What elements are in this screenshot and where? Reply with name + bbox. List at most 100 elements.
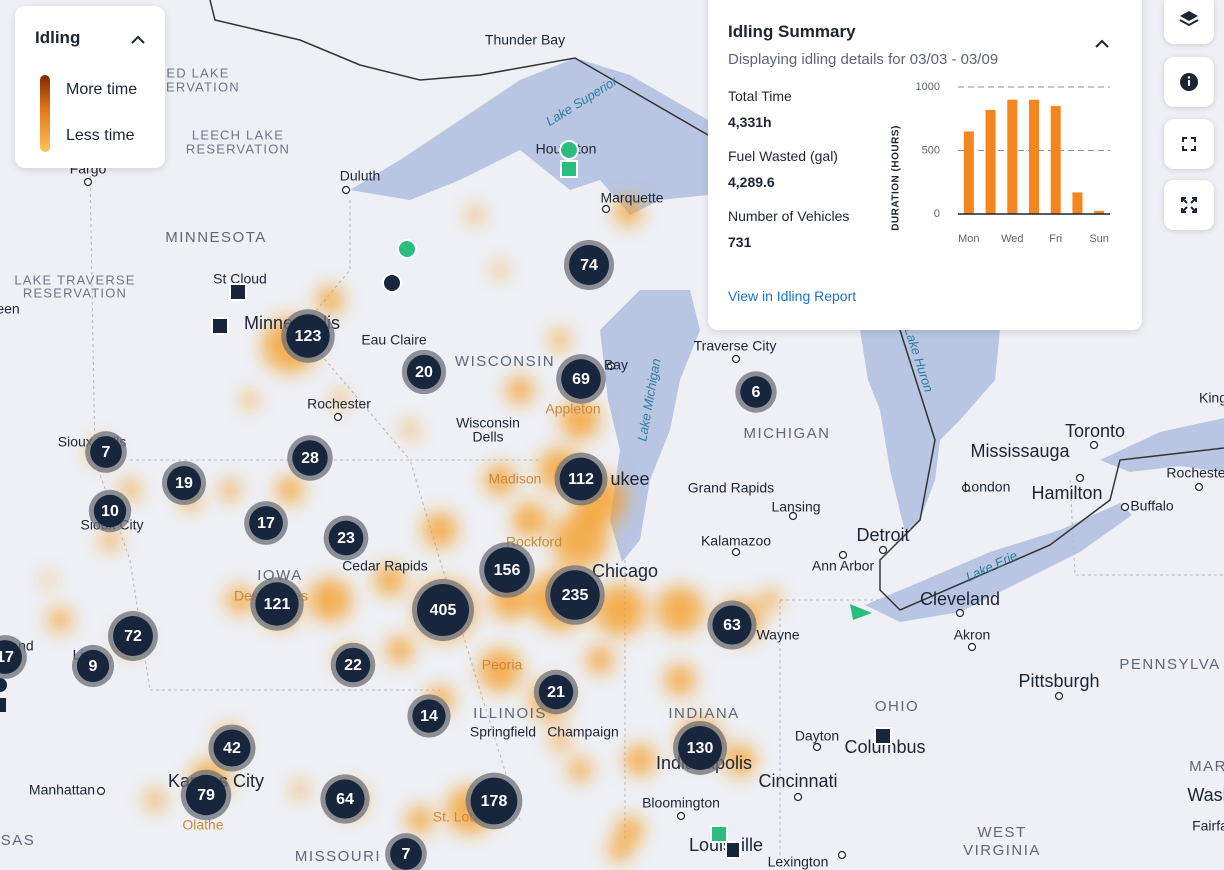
cluster-dot <box>292 440 328 476</box>
vehicle-marker[interactable] <box>710 825 728 843</box>
legend-gradient <box>40 75 50 152</box>
cluster-dot <box>255 582 299 626</box>
place-label: MISSOURI <box>295 848 381 865</box>
heat-blob <box>242 392 258 408</box>
heat-blob <box>586 646 614 674</box>
cluster[interactable]: 123 <box>281 309 335 363</box>
cluster-dot <box>550 570 600 620</box>
cluster-dot <box>166 465 202 501</box>
cluster-dot <box>417 584 469 636</box>
cluster[interactable]: 7 <box>85 431 127 473</box>
stat-value: 731 <box>728 234 752 250</box>
stat-label: Fuel Wasted (gal) <box>728 148 838 164</box>
cluster-count: 28 <box>301 450 319 467</box>
report-link[interactable]: View in Idling Report <box>728 288 857 304</box>
place-label: RESERVATION <box>186 141 290 156</box>
cluster[interactable]: 22 <box>330 642 376 688</box>
cluster[interactable]: 17 <box>0 635 27 679</box>
place-label: Columbus <box>844 737 925 757</box>
heat-blob <box>316 286 344 314</box>
vehicle-marker[interactable] <box>0 678 7 692</box>
vehicle-marker[interactable] <box>725 841 741 859</box>
cluster-count: 130 <box>687 740 714 757</box>
expand-button[interactable] <box>1164 180 1214 230</box>
cluster[interactable]: 28 <box>287 435 333 481</box>
cluster[interactable]: 21 <box>533 669 579 715</box>
cluster[interactable]: 130 <box>673 721 727 775</box>
city-dot <box>788 511 798 521</box>
cluster[interactable]: 17 <box>244 501 288 545</box>
legend-title: Idling <box>35 28 81 47</box>
cluster[interactable]: 19 <box>161 460 207 506</box>
cluster[interactable]: 235 <box>545 565 605 625</box>
cluster[interactable]: 42 <box>208 724 256 772</box>
cluster-count: 178 <box>481 793 508 810</box>
vehicle-marker[interactable] <box>874 727 892 745</box>
heat-blob <box>374 564 406 596</box>
place-label: Chicago <box>592 561 658 581</box>
cluster[interactable]: 112 <box>554 452 608 506</box>
vehicle-marker[interactable] <box>559 140 579 160</box>
vehicle-heading[interactable] <box>850 604 872 620</box>
place-label: WEST <box>977 824 1026 841</box>
heat-blob <box>484 464 516 496</box>
cluster[interactable]: 156 <box>479 542 535 598</box>
border <box>299 200 540 461</box>
cluster[interactable]: 10 <box>88 489 132 533</box>
cluster[interactable]: 20 <box>401 349 447 395</box>
cluster[interactable]: 69 <box>556 354 606 404</box>
cluster[interactable]: 178 <box>465 772 523 830</box>
city-dot <box>1054 691 1064 701</box>
city-dot <box>606 361 616 371</box>
heat-blob <box>608 838 632 862</box>
heat-blob <box>568 758 592 782</box>
fullscreen-button[interactable] <box>1164 119 1214 169</box>
cluster-count: 121 <box>264 596 291 613</box>
cluster[interactable]: 72 <box>108 611 158 661</box>
cluster-count: 156 <box>494 562 521 579</box>
stat-label: Number of Vehicles <box>728 208 850 224</box>
cluster[interactable]: 121 <box>250 577 304 631</box>
vehicle-marker[interactable] <box>211 317 229 335</box>
collapse-button[interactable] <box>130 34 146 46</box>
place-label: Bloomington <box>642 795 720 811</box>
cluster[interactable]: 14 <box>407 694 451 738</box>
heat-blob <box>624 744 656 776</box>
vehicle-marker[interactable] <box>0 698 6 712</box>
cluster-dot <box>249 506 283 540</box>
place-label: een <box>0 301 20 317</box>
vehicle-marker[interactable] <box>382 273 402 293</box>
cluster[interactable]: 7 <box>385 833 427 870</box>
place-label: Pittsburgh <box>1018 671 1099 691</box>
cluster[interactable]: 405 <box>412 579 474 641</box>
cluster-count: 9 <box>89 658 98 675</box>
place-label: Hamilton <box>1031 483 1102 503</box>
vehicle-marker[interactable] <box>560 160 578 178</box>
heat-blob <box>120 480 140 500</box>
collapse-button[interactable] <box>1094 38 1110 50</box>
place-label: VIRGINIA <box>963 842 1041 859</box>
info-button[interactable] <box>1164 57 1214 107</box>
cluster[interactable]: 64 <box>320 774 370 824</box>
city-dot <box>731 547 741 557</box>
cluster-dot <box>90 436 122 468</box>
cluster-dot <box>559 457 603 501</box>
heat-blob <box>664 664 696 696</box>
cluster[interactable]: 74 <box>563 239 615 291</box>
x-tick-label: Wed <box>1001 233 1023 245</box>
layers-button[interactable] <box>1164 0 1214 44</box>
place-label: ED LAKE <box>166 65 229 80</box>
place-label: Champaign <box>547 724 619 740</box>
heat-blob <box>422 512 458 548</box>
cluster[interactable]: 6 <box>735 371 777 413</box>
vehicle-marker[interactable] <box>397 239 417 259</box>
cluster[interactable]: 79 <box>180 769 232 821</box>
cluster-count: 72 <box>124 628 142 645</box>
cluster[interactable]: 63 <box>707 600 757 650</box>
city-dot <box>812 742 822 752</box>
cluster[interactable]: 23 <box>323 515 369 561</box>
y-tick-label: 0 <box>934 208 940 220</box>
cluster[interactable]: 9 <box>71 644 115 688</box>
vehicle-marker[interactable] <box>229 283 247 301</box>
